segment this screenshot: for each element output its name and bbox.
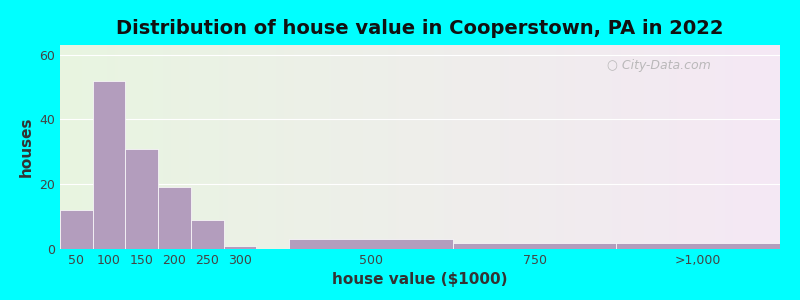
Bar (616, 242, 780, 249)
Bar (93, 81, 126, 249)
Bar (224, 246, 256, 249)
Bar (158, 188, 191, 249)
Bar (60, 210, 93, 249)
Bar (191, 220, 224, 249)
X-axis label: house value ($1000): house value ($1000) (332, 272, 508, 287)
Bar (126, 148, 158, 249)
Y-axis label: houses: houses (18, 117, 34, 177)
Title: Distribution of house value in Cooperstown, PA in 2022: Distribution of house value in Coopersto… (116, 19, 724, 38)
Text: ○ City-Data.com: ○ City-Data.com (607, 59, 711, 72)
Bar (453, 242, 616, 249)
Bar (289, 239, 453, 249)
